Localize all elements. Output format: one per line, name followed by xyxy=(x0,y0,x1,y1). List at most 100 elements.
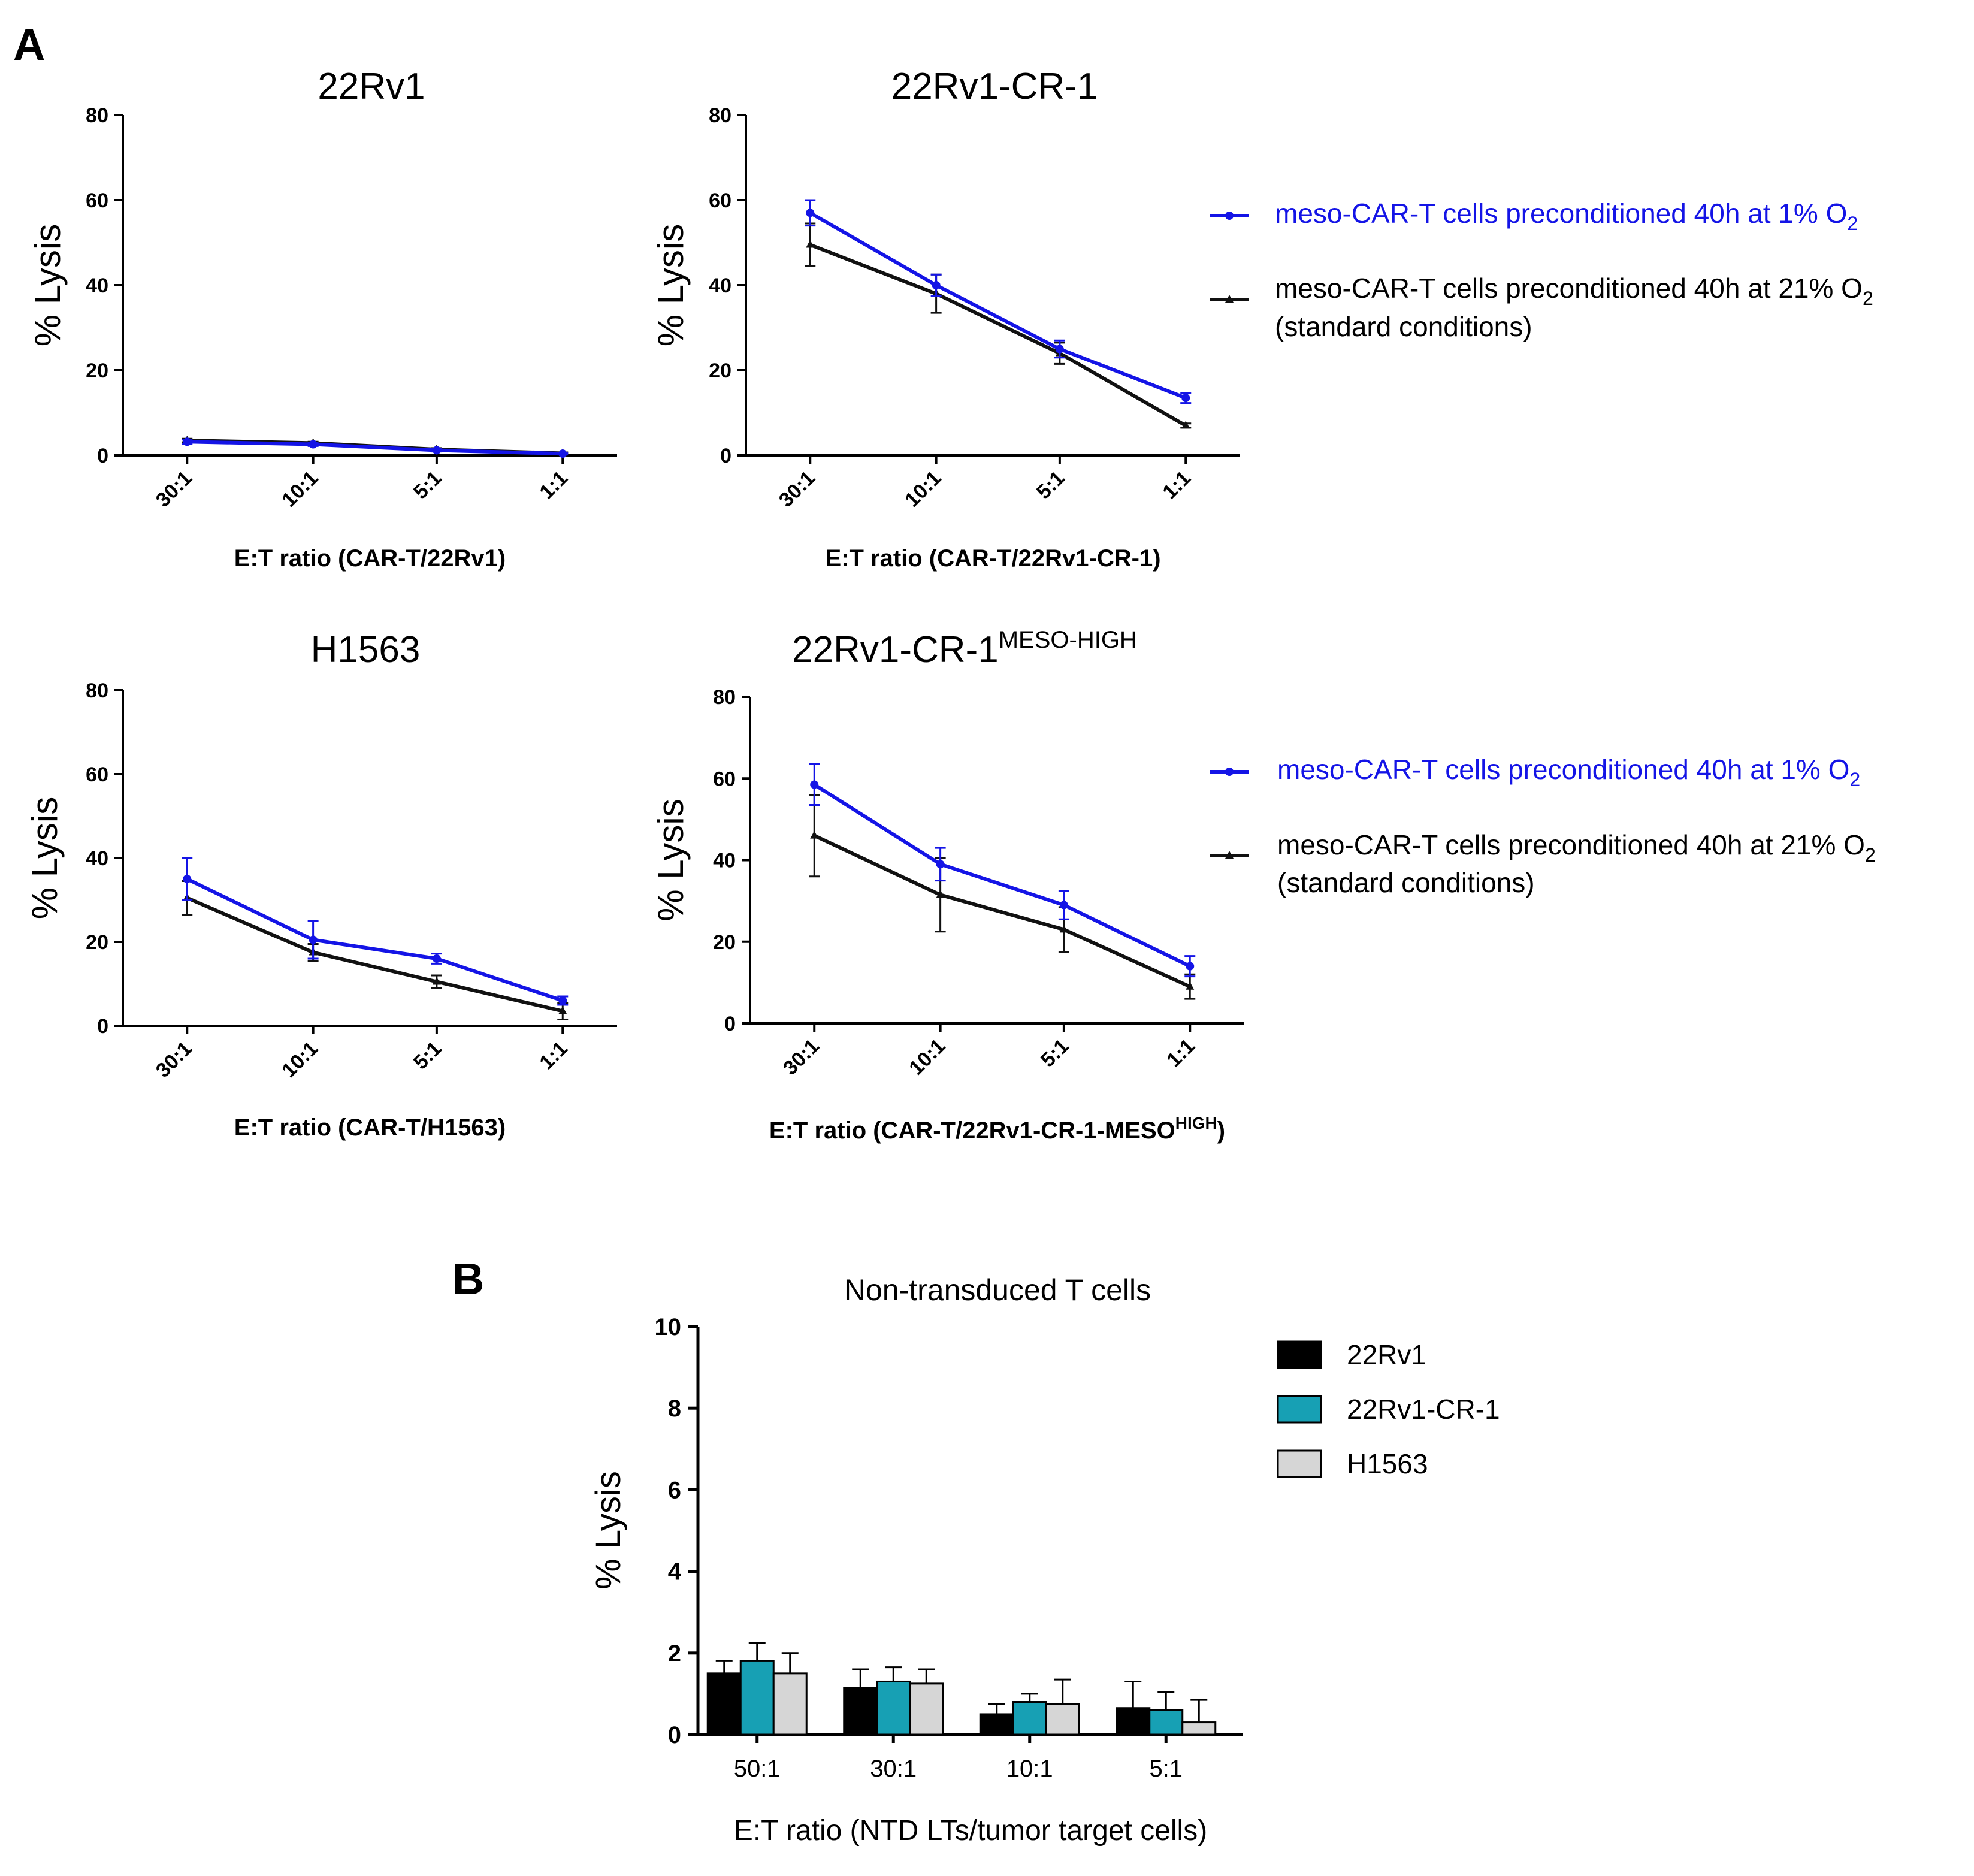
y-tick-label: 60 xyxy=(713,768,736,790)
y-tick-label: 20 xyxy=(709,360,731,382)
x-tick-label: 10:1 xyxy=(905,1035,950,1080)
y-tick-label: 2 xyxy=(668,1641,681,1667)
data-point-1pct-o2 xyxy=(183,437,192,446)
legend-bottom-standard-marker xyxy=(1225,851,1234,859)
data-point-1pct-o2 xyxy=(1186,962,1195,971)
bar-22rv1-cr-1 xyxy=(1012,1701,1047,1736)
bar-legend-swatch-22rv1-cr-1 xyxy=(1277,1395,1322,1424)
data-point-1pct-o2 xyxy=(1055,345,1064,354)
x-tick-label: 30:1 xyxy=(775,467,820,512)
data-point-1pct-o2 xyxy=(309,935,318,944)
data-point-1pct-o2 xyxy=(806,209,815,217)
bar-h1563 xyxy=(1045,1703,1080,1736)
bar-legend-swatch-h1563 xyxy=(1277,1449,1322,1478)
data-point-1pct-o2 xyxy=(432,446,441,455)
bar-22rv1 xyxy=(1116,1707,1151,1736)
legend-top: meso-CAR-T cells preconditioned 40h at 1… xyxy=(1210,198,1873,342)
y-tick-label: 60 xyxy=(86,189,108,212)
x-axis-label: E:T ratio (CAR-T/H1563) xyxy=(234,1114,506,1141)
chart-22rv1-cr-1-meso-high: 22Rv1-CR-1MESO-HIGH 0 20 40 60 80 30:1 10:1 5:1 1… xyxy=(651,627,1244,1144)
bar-22rv1-cr-1 xyxy=(739,1660,775,1736)
y-tick-label: 20 xyxy=(86,931,108,954)
y-tick-label: 80 xyxy=(86,104,108,127)
legend-top-standard-marker xyxy=(1225,295,1234,303)
legend-bottom-standard-label-line2: (standard conditions) xyxy=(1277,867,1535,898)
chart-non-transduced-t-cells: Non-transduced T cells 0 2 4 6 8 10 50:1 30:1 10:… xyxy=(589,1273,1243,1847)
legend-top-standard-label-line2: (standard conditions) xyxy=(1275,311,1532,342)
x-tick-label: 5:1 xyxy=(409,467,446,504)
y-tick-label: 40 xyxy=(86,274,108,297)
data-point-21pct-o2 xyxy=(1059,925,1068,933)
y-tick-label: 0 xyxy=(720,445,731,467)
bar-legend-swatch-22rv1 xyxy=(1277,1340,1322,1369)
series-line-1pct-o2 xyxy=(186,877,564,1002)
x-axis-label: E:T ratio (CAR-T/22Rv1-CR-1-MESOHIGH) xyxy=(769,1114,1225,1144)
y-tick-label: 0 xyxy=(668,1722,681,1748)
data-point-1pct-o2 xyxy=(936,860,945,869)
x-tick-label: 10:1 xyxy=(900,467,945,512)
series-line-1pct-o2 xyxy=(813,783,1191,968)
series-line-21pct-o2 xyxy=(809,243,1187,427)
x-tick-label: 10:1 xyxy=(277,467,322,512)
data-point-21pct-o2 xyxy=(936,890,945,898)
legend-bottom-standard-label: meso-CAR-T cells preconditioned 40h at 2… xyxy=(1277,829,1876,866)
chart-title: H1563 xyxy=(311,629,421,670)
y-tick-label: 20 xyxy=(713,931,736,954)
data-point-1pct-o2 xyxy=(558,449,567,458)
y-tick-label: 80 xyxy=(713,686,736,709)
series-line-1pct-o2 xyxy=(809,211,1187,400)
y-axis-label: % Lysis xyxy=(651,799,691,922)
y-tick-label: 80 xyxy=(86,679,108,702)
bar-legend-label-22rv1: 22Rv1 xyxy=(1347,1339,1426,1370)
legend-bottom-hypoxia-label: meso-CAR-T cells preconditioned 40h at 1… xyxy=(1277,754,1860,790)
bar-h1563 xyxy=(772,1672,808,1736)
chart-title: Non-transduced T cells xyxy=(844,1273,1151,1307)
y-tick-label: 0 xyxy=(97,445,108,467)
data-point-1pct-o2 xyxy=(558,996,567,1005)
legend-top-hypoxia-label: meso-CAR-T cells preconditioned 40h at 1… xyxy=(1275,198,1858,234)
bar-h1563 xyxy=(1181,1721,1217,1736)
x-tick-label: 1:1 xyxy=(1158,467,1195,504)
y-tick-label: 40 xyxy=(713,850,736,872)
y-axis-label: % Lysis xyxy=(28,224,68,347)
chart-22rv1: 22Rv1 0 20 40 60 80 30:1 10:1 5:1 1:1 % Lysis E:T r… xyxy=(28,66,617,572)
x-tick-label: 30:1 xyxy=(152,1037,197,1082)
y-axis-label: % Lysis xyxy=(589,1471,628,1590)
bar-legend: 22Rv1 22Rv1-CR-1 H1563 xyxy=(1277,1339,1500,1479)
y-tick-label: 0 xyxy=(724,1013,736,1035)
x-tick-label: 50:1 xyxy=(734,1756,781,1782)
legend-bottom-hypoxia-marker xyxy=(1225,768,1234,776)
x-tick-label: 30:1 xyxy=(870,1756,917,1782)
x-axis-label: E:T ratio (NTD LTs/tumor target cells) xyxy=(734,1815,1207,1847)
x-tick-label: 10:1 xyxy=(1006,1756,1053,1782)
legend-top-hypoxia-marker xyxy=(1225,212,1234,220)
legend-top-standard-label: meso-CAR-T cells preconditioned 40h at 2… xyxy=(1275,273,1873,309)
panel-letter-b: B xyxy=(452,1254,484,1304)
x-tick-label: 30:1 xyxy=(779,1035,824,1080)
chart-h1563: H1563 0 20 40 60 80 30:1 10:1 5:1 1:1 % Lysis E:T r… xyxy=(25,629,617,1141)
x-tick-label: 5:1 xyxy=(409,1037,446,1074)
chart-title: 22Rv1 xyxy=(318,66,425,107)
x-tick-label: 1:1 xyxy=(535,467,572,504)
data-point-21pct-o2 xyxy=(806,240,815,248)
x-tick-label: 30:1 xyxy=(152,467,197,512)
x-tick-label: 10:1 xyxy=(277,1037,322,1082)
panel-letter-a: A xyxy=(13,20,45,70)
x-tick-label: 5:1 xyxy=(1036,1035,1074,1072)
chart-title: 22Rv1-CR-1 xyxy=(891,66,1098,107)
bar-22rv1 xyxy=(843,1687,878,1736)
x-tick-label: 5:1 xyxy=(1032,467,1069,504)
bar-22rv1 xyxy=(979,1713,1014,1736)
y-tick-label: 60 xyxy=(86,763,108,786)
data-point-1pct-o2 xyxy=(932,281,941,289)
data-point-1pct-o2 xyxy=(1059,901,1068,910)
data-point-21pct-o2 xyxy=(558,1006,567,1014)
y-axis-label: % Lysis xyxy=(25,797,65,920)
y-tick-label: 0 xyxy=(97,1015,108,1038)
bar-h1563 xyxy=(909,1682,944,1736)
data-point-1pct-o2 xyxy=(1181,394,1190,403)
y-tick-label: 8 xyxy=(668,1395,681,1422)
y-tick-label: 4 xyxy=(668,1559,682,1585)
y-tick-label: 40 xyxy=(709,274,731,297)
